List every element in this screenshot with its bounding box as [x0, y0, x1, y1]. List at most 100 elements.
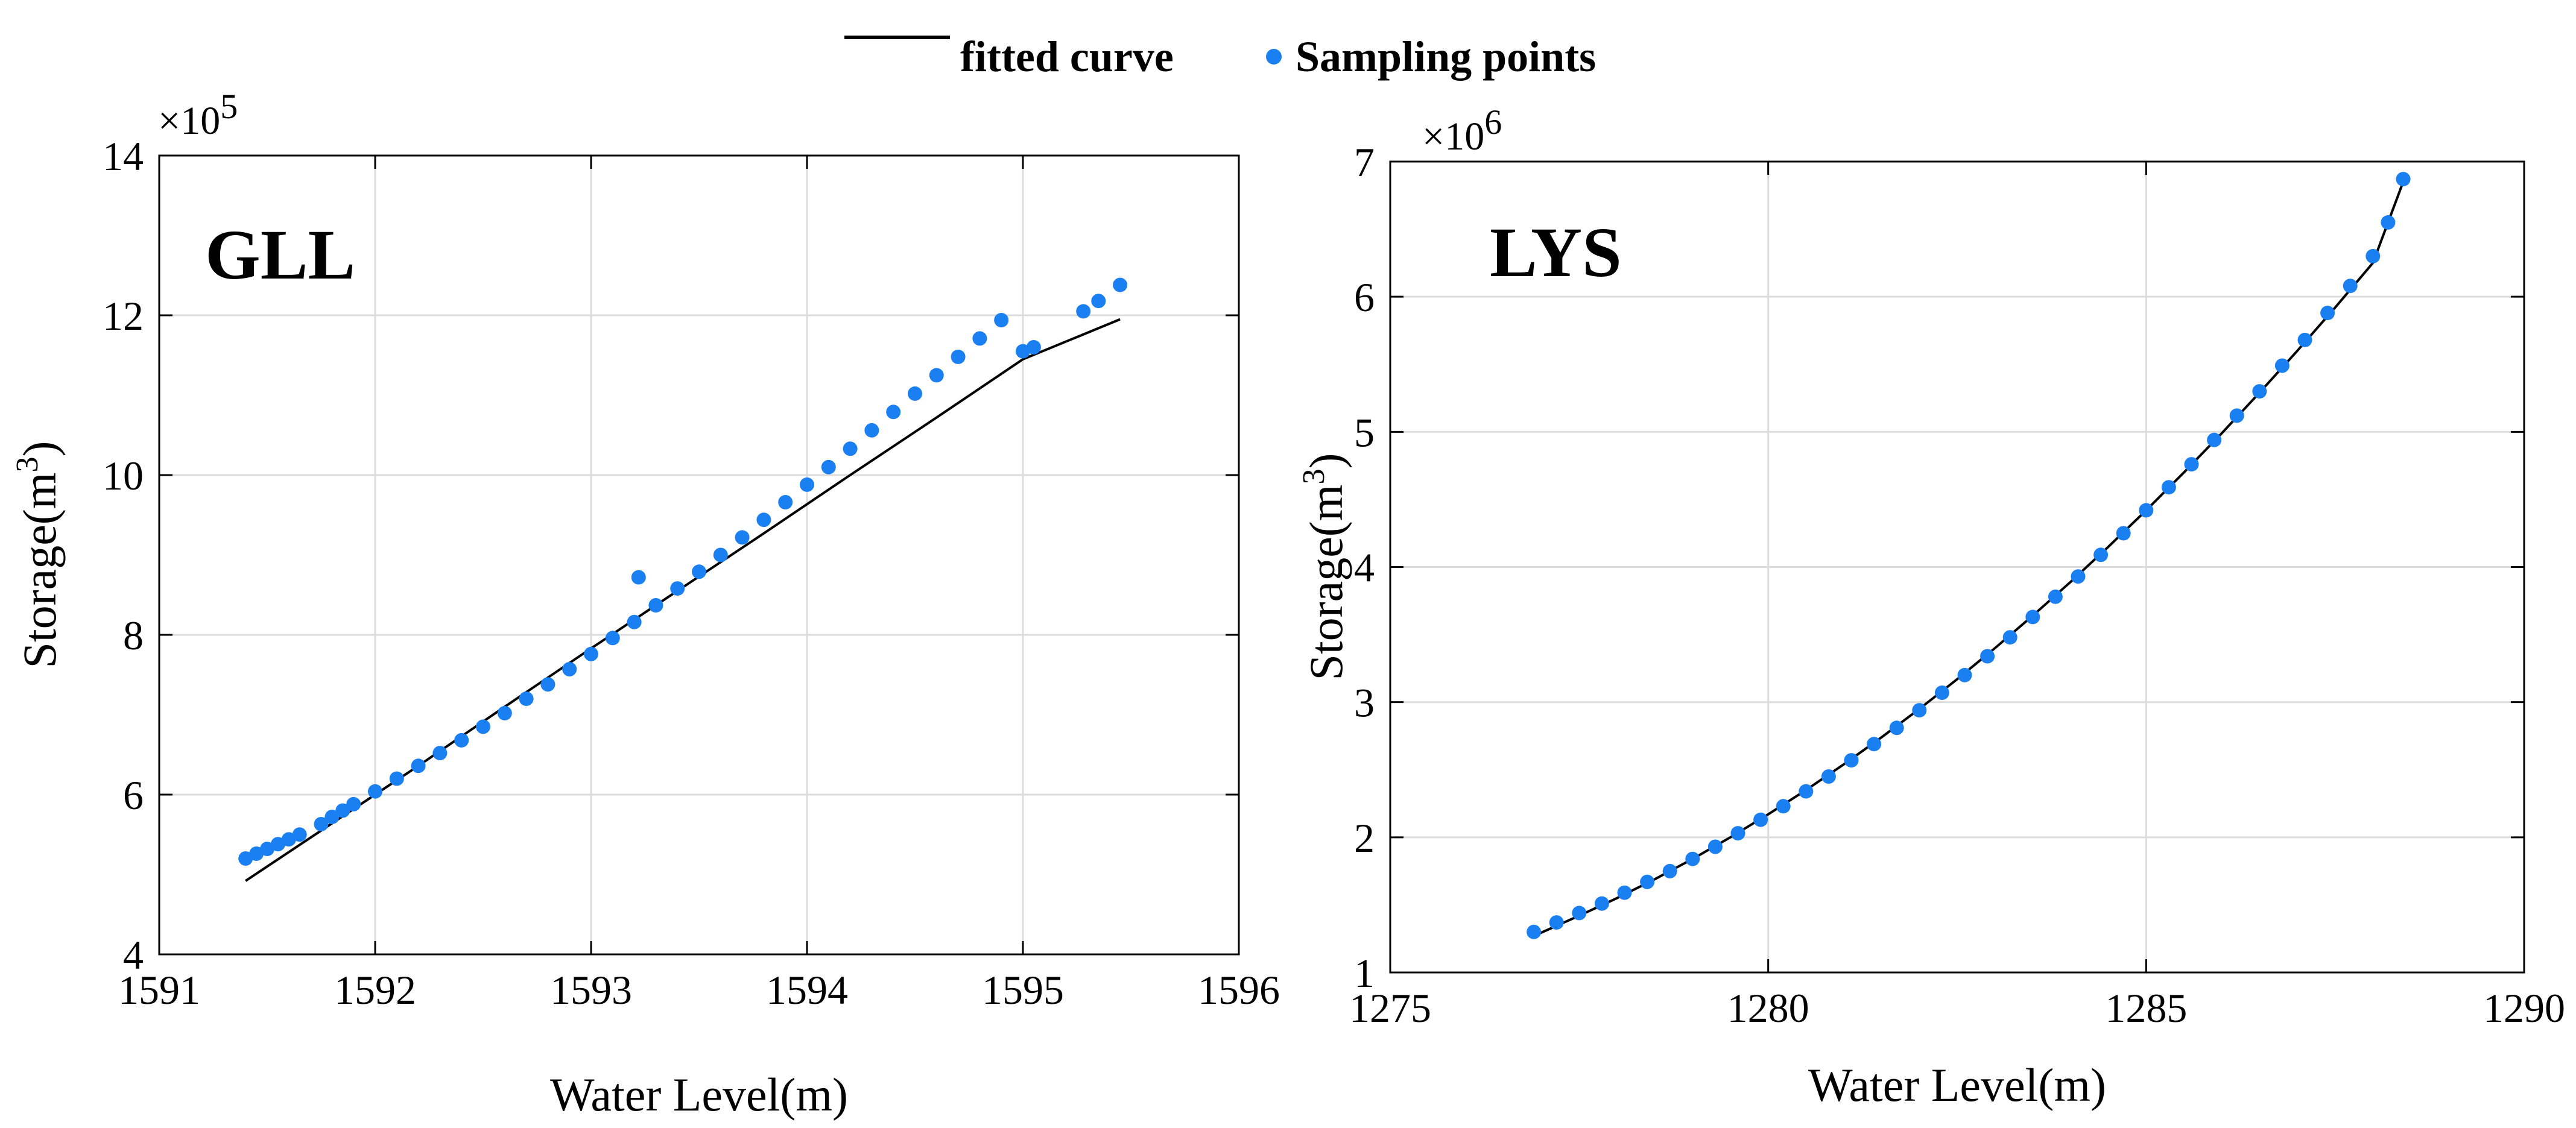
legend-fitted-label: fitted curve: [960, 33, 1174, 81]
gll-sampling-point: [778, 495, 793, 509]
gll-y-tick-label: 10: [103, 453, 144, 499]
lys-y-axis-title: Storage(m3): [1297, 453, 1352, 681]
gll-sampling-point: [238, 851, 253, 866]
lys-y-tick-label: 3: [1354, 680, 1375, 726]
gll-sampling-point: [886, 405, 901, 420]
gll-sampling-point: [1026, 340, 1041, 354]
lys-sampling-point: [2116, 526, 2131, 541]
gll-ticks: 1591 1592 1593 1594 1595 1596 4 6 8 10 12 14: [103, 133, 1280, 1013]
gll-sampling-point: [497, 705, 512, 720]
gll-sampling-point: [605, 631, 620, 646]
lys-sampling-point: [1753, 812, 1768, 827]
gll-sampling-point: [994, 313, 1009, 327]
gll-exponent-base: ×10: [158, 99, 220, 143]
lys-sampling-point: [1844, 753, 1859, 768]
gll-y-tick-label: 6: [123, 772, 144, 818]
gll-x-tick-label: 1594: [766, 967, 848, 1013]
lys-y-tick-label: 4: [1354, 545, 1375, 591]
gll-sampling-point: [1113, 277, 1128, 292]
gll-sampling-point: [908, 386, 922, 401]
lys-sampling-point: [1594, 896, 1609, 911]
gll-x-tick-label: 1593: [550, 967, 632, 1013]
lys-sampling-point: [1617, 885, 1632, 900]
gll-sampling-point: [346, 796, 361, 811]
gll-y-tick-label: 14: [103, 133, 144, 179]
lys-fitted-curve: [1533, 181, 2405, 937]
lys-sampling-point: [1980, 649, 1995, 664]
lys-sampling-point: [2381, 215, 2396, 230]
lys-x-tick-label: 1285: [2105, 985, 2187, 1031]
gll-sampling-point: [843, 441, 858, 456]
lys-exponent-label: ×106: [1422, 102, 1502, 159]
lys-sampling-point: [1821, 769, 1836, 784]
gll-sampling-point: [821, 459, 836, 474]
gll-sampling-point: [411, 758, 426, 774]
lys-sampling-point: [1934, 685, 1949, 700]
gll-panel-title: GLL: [205, 215, 355, 294]
lys-exponent-base: ×10: [1422, 115, 1484, 159]
lys-sampling-point: [1799, 784, 1814, 799]
gll-x-tick-label: 1595: [982, 967, 1064, 1013]
lys-sampling-point: [2184, 457, 2199, 472]
lys-x-axis-title: Water Level(m): [1808, 1059, 2106, 1111]
lys-sampling-point: [2025, 610, 2040, 625]
gll-sampling-point: [627, 614, 642, 629]
gll-x-tick-label: 1592: [334, 967, 416, 1013]
gll-sampling-point: [692, 564, 706, 579]
gll-sampling-point: [800, 477, 814, 492]
lys-sampling-point: [1730, 826, 1745, 841]
lys-x-tick-label: 1280: [1727, 985, 1809, 1031]
gll-y-axis-title-base: Storage(m: [13, 473, 66, 669]
lys-y-tick-label: 5: [1354, 409, 1375, 455]
gll-sampling-point: [756, 512, 771, 528]
lys-sampling-point: [1912, 703, 1927, 718]
gll-data: [238, 277, 1128, 882]
gll-sampling-point: [631, 570, 646, 585]
gll-sampling-point: [713, 547, 728, 562]
lys-sampling-point: [1662, 863, 1677, 878]
lys-sampling-point: [2161, 480, 2176, 495]
panel-gll: 1591 1592 1593 1594 1595 1596 4 6 8 10 12 14 GLL ×1…: [10, 87, 1280, 1121]
legend-sampling-label: Sampling points: [1296, 33, 1596, 81]
gll-sampling-point: [281, 832, 296, 847]
gll-x-tick-label: 1596: [1198, 967, 1280, 1013]
gll-sampling-point: [929, 368, 944, 383]
gll-sampling-point: [1076, 304, 1091, 319]
lys-sampling-point: [2229, 408, 2244, 423]
legend-sampling-swatch: [1266, 49, 1282, 65]
lys-sampling-point: [1889, 720, 1904, 736]
lys-sampling-point: [1572, 906, 1587, 921]
lys-sampling-point: [1707, 839, 1723, 854]
gll-y-tick-label: 4: [123, 932, 144, 978]
gll-sampling-point: [972, 331, 987, 346]
gll-sampling-point: [270, 837, 285, 852]
gll-sampling-point: [670, 581, 685, 596]
lys-y-axis-title-base: Storage(m: [1300, 485, 1352, 681]
gll-sampling-point: [1091, 294, 1106, 309]
lys-sampling-point: [2207, 432, 2222, 447]
gll-sampling-point: [584, 646, 598, 661]
gll-y-axis-title: Storage(m3): [10, 441, 66, 669]
gll-sampling-point: [454, 733, 469, 748]
gll-sampling-point: [335, 803, 350, 818]
gll-sampling-point: [540, 677, 555, 692]
gll-sampling-point: [389, 771, 404, 786]
lys-sampling-point: [1867, 737, 1882, 752]
gll-exponent-power: 5: [220, 87, 238, 126]
lys-panel-title: LYS: [1490, 213, 1622, 292]
gll-sampling-point: [432, 746, 448, 761]
lys-data: [1527, 172, 2411, 939]
lys-x-tick-label: 1275: [1349, 985, 1431, 1031]
lys-y-tick-label: 6: [1354, 274, 1375, 320]
legend: fitted curve Sampling points: [844, 33, 1596, 81]
gll-y-tick-label: 8: [123, 613, 144, 658]
lys-sampling-point: [2366, 248, 2381, 263]
gll-sampling-point: [260, 842, 274, 857]
lys-y-tick-label: 2: [1354, 815, 1375, 861]
gll-sampling-point: [648, 598, 663, 613]
lys-sampling-point: [1527, 924, 1542, 939]
gll-sampling-point: [314, 817, 329, 831]
